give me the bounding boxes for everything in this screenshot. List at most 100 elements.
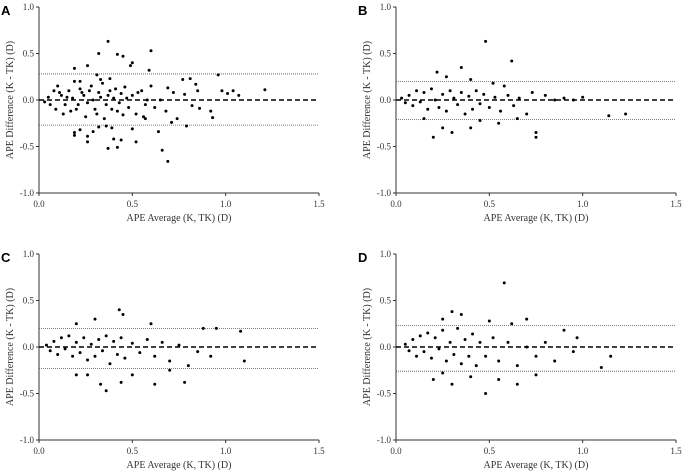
data-point: [97, 52, 101, 55]
data-point: [471, 107, 475, 111]
x-tick-label: 0.5: [127, 446, 139, 456]
data-point: [469, 375, 473, 379]
data-point: [575, 336, 579, 340]
data-point: [74, 322, 78, 326]
y-tick-label: 0.5: [380, 49, 392, 59]
data-point: [502, 84, 506, 88]
y-tick-label: 0.0: [380, 95, 392, 105]
data-point: [571, 98, 575, 102]
y-tick-label: -1.0: [20, 435, 35, 445]
data-point: [134, 140, 138, 144]
data-point: [515, 364, 519, 368]
data-point: [491, 81, 495, 85]
data-point: [153, 354, 157, 358]
data-point: [119, 380, 123, 384]
data-point: [80, 91, 84, 95]
data-point: [86, 358, 90, 362]
x-tick-label: 0.5: [484, 446, 496, 456]
data-point: [91, 130, 95, 134]
data-point: [112, 96, 116, 100]
data-point: [478, 102, 482, 106]
data-point: [506, 93, 510, 97]
data-point: [104, 389, 108, 393]
data-point: [95, 112, 99, 116]
data-point: [407, 349, 411, 353]
data-point: [459, 312, 463, 316]
x-axis-label: APE Average (K, TK) (D): [127, 460, 232, 471]
data-point: [201, 326, 205, 330]
data-point: [452, 96, 456, 100]
data-point: [145, 98, 149, 102]
data-point: [474, 364, 478, 368]
data-point: [493, 95, 497, 99]
data-point: [63, 347, 67, 351]
data-point: [121, 113, 125, 117]
data-point: [512, 104, 516, 108]
data-point: [502, 281, 506, 285]
data-point: [181, 78, 185, 82]
data-point: [143, 103, 147, 107]
data-point: [484, 392, 488, 395]
y-tick-label: -0.5: [377, 142, 392, 152]
data-point: [130, 127, 134, 131]
data-point: [571, 350, 575, 354]
data-point: [102, 117, 106, 121]
y-tick-label: -0.5: [377, 389, 392, 399]
y-tick-label: -1.0: [377, 188, 392, 198]
data-point: [160, 148, 164, 152]
data-point: [467, 354, 471, 358]
data-point: [463, 112, 467, 116]
x-tick-label: 0.0: [390, 199, 402, 209]
data-point: [125, 96, 129, 100]
data-point: [145, 338, 149, 342]
data-point: [198, 106, 202, 110]
data-point: [220, 89, 224, 93]
data-point: [115, 109, 119, 113]
data-point: [54, 107, 58, 111]
data-point: [444, 75, 448, 79]
data-point: [429, 356, 433, 360]
data-point: [478, 118, 482, 122]
data-point: [86, 64, 90, 68]
data-point: [433, 336, 437, 340]
data-point: [534, 135, 538, 139]
data-point: [138, 351, 142, 355]
panel-label: D: [358, 250, 367, 265]
data-point: [142, 115, 146, 119]
data-point: [127, 105, 131, 109]
data-point: [553, 98, 557, 102]
x-tick-label: 1.5: [313, 446, 325, 456]
data-point: [422, 117, 426, 121]
data-point: [452, 352, 456, 356]
data-point: [441, 317, 445, 321]
x-axis-label: APE Average (K, TK) (D): [484, 460, 589, 471]
y-axis-label: APE Difference (K - TK) (D): [5, 288, 16, 406]
data-point: [211, 116, 215, 120]
data-point: [44, 343, 48, 347]
x-tick-label: 1.0: [577, 446, 589, 456]
data-point: [515, 382, 519, 386]
data-point: [482, 92, 486, 96]
data-point: [99, 95, 103, 99]
x-tick-label: 1.0: [220, 446, 232, 456]
data-point: [491, 336, 495, 340]
data-point: [143, 117, 147, 121]
data-point: [525, 112, 529, 116]
data-point: [183, 380, 187, 384]
data-point: [407, 93, 411, 97]
data-point: [459, 362, 463, 366]
data-point: [89, 342, 93, 346]
data-point: [186, 364, 190, 368]
data-point: [263, 88, 267, 92]
x-tick-label: 1.0: [220, 199, 232, 209]
data-point: [609, 354, 613, 358]
data-point: [108, 89, 112, 93]
data-point: [450, 382, 454, 386]
data-point: [115, 352, 119, 356]
x-axis-label: APE Average (K, TK) (D): [127, 213, 232, 224]
data-point: [510, 59, 514, 63]
data-point: [76, 103, 80, 107]
data-point: [58, 91, 62, 95]
data-point: [43, 100, 47, 104]
